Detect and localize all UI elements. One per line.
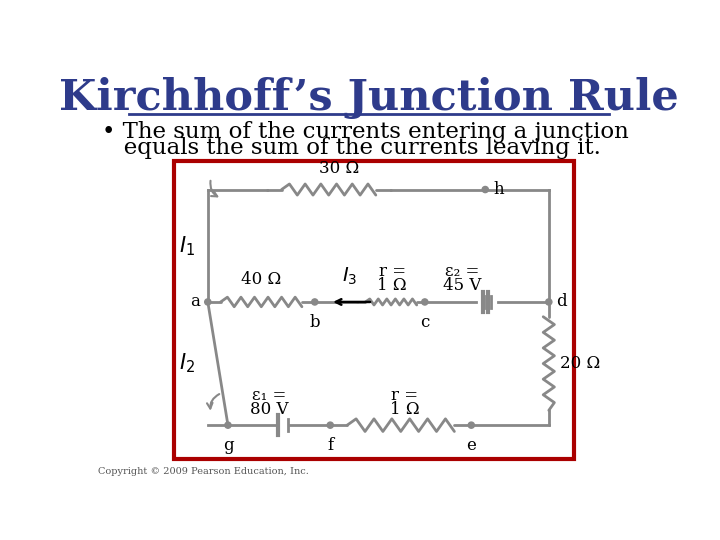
Text: $I_1$: $I_1$ (179, 234, 195, 258)
Circle shape (204, 299, 211, 305)
Bar (174, 161, 575, 459)
Text: 1 Ω: 1 Ω (377, 276, 407, 294)
Text: 30 Ω: 30 Ω (319, 160, 359, 177)
Text: 20 Ω: 20 Ω (559, 355, 600, 372)
Text: r =: r = (379, 262, 406, 280)
Text: Copyright © 2009 Pearson Education, Inc.: Copyright © 2009 Pearson Education, Inc. (98, 467, 309, 476)
Text: 45 V: 45 V (443, 276, 481, 294)
Circle shape (468, 422, 474, 428)
Circle shape (482, 186, 488, 193)
Circle shape (225, 422, 231, 428)
Circle shape (422, 299, 428, 305)
Text: d: d (557, 293, 567, 310)
Text: g: g (222, 437, 233, 454)
Text: $I_3$: $I_3$ (342, 265, 357, 287)
Text: 40 Ω: 40 Ω (241, 271, 282, 288)
Text: a: a (190, 293, 200, 310)
Text: ε₁ =: ε₁ = (252, 387, 287, 404)
Circle shape (327, 422, 333, 428)
Text: f: f (327, 437, 333, 454)
Text: $I_2$: $I_2$ (179, 352, 195, 375)
Text: • The sum of the currents entering a junction: • The sum of the currents entering a jun… (102, 121, 629, 143)
Text: b: b (310, 314, 320, 330)
Circle shape (312, 299, 318, 305)
Text: 1 Ω: 1 Ω (390, 401, 420, 418)
Text: equals the sum of the currents leaving it.: equals the sum of the currents leaving i… (102, 137, 601, 159)
Text: Kirchhoff’s Junction Rule: Kirchhoff’s Junction Rule (59, 77, 679, 119)
Text: ε₂ =: ε₂ = (445, 262, 480, 280)
Text: 80 V: 80 V (250, 401, 288, 418)
Text: c: c (420, 314, 430, 330)
Text: h: h (493, 181, 503, 198)
Text: r =: r = (391, 387, 418, 404)
Text: e: e (467, 437, 476, 454)
Circle shape (546, 299, 552, 305)
